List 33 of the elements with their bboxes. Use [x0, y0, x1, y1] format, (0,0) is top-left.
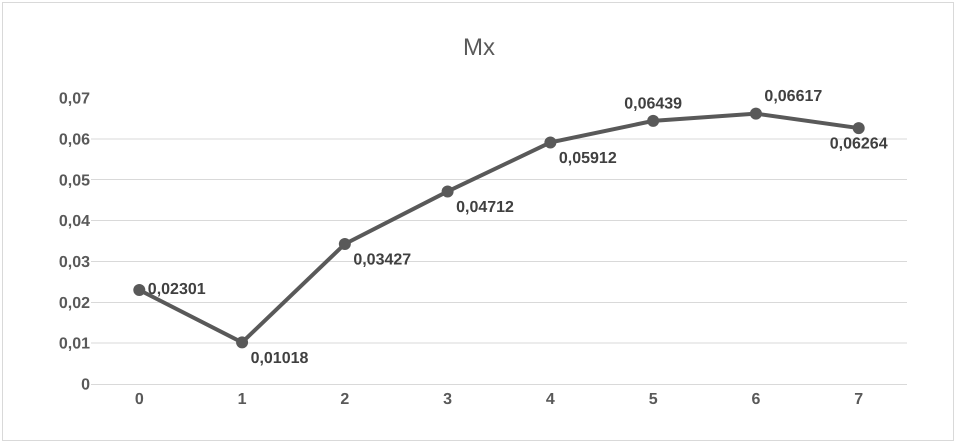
y-tick-label: 0 — [81, 376, 90, 394]
point — [442, 185, 454, 198]
point — [852, 122, 865, 134]
data-label: 0,05912 — [558, 150, 617, 167]
x-tick-label: 5 — [648, 391, 658, 408]
y-tick-label: 0,03 — [58, 254, 90, 272]
point — [647, 114, 660, 127]
x-tick-label: 1 — [238, 391, 247, 408]
point — [750, 108, 762, 120]
data-label: 0,06617 — [764, 88, 822, 106]
data-label: 0,03427 — [353, 251, 412, 268]
y-tick-label: 0,01 — [58, 336, 90, 353]
data-label: 0,06264 — [830, 136, 888, 153]
x-tick-label: 6 — [751, 391, 760, 408]
point — [338, 238, 351, 250]
data-label: 0,01018 — [250, 350, 309, 367]
x-tick-label: 2 — [340, 391, 350, 408]
y-tick-label: 0,05 — [58, 172, 90, 190]
data-label: 0,02301 — [148, 280, 206, 298]
data-label: 0,04712 — [456, 198, 514, 216]
x-tick-label: 7 — [854, 391, 864, 408]
y-tick-label: 0,02 — [58, 294, 90, 312]
x-tick-label: 4 — [546, 391, 555, 408]
point — [544, 136, 556, 148]
data-label: 0,06439 — [624, 95, 682, 112]
y-tick-label: 0,04 — [58, 213, 90, 230]
y-tick-label: 0,07 — [58, 90, 90, 108]
point — [236, 336, 248, 348]
y-tick-label: 0,06 — [58, 131, 90, 148]
x-tick-label: 3 — [443, 391, 452, 408]
chart-title: Mx — [463, 34, 495, 61]
point — [133, 284, 146, 296]
x-tick-label: 0 — [134, 391, 144, 408]
